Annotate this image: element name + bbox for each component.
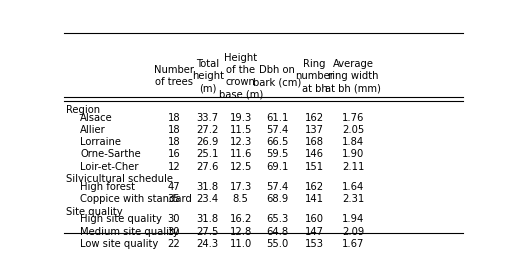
Text: 22: 22 xyxy=(168,239,180,249)
Text: 151: 151 xyxy=(305,161,324,171)
Text: 47: 47 xyxy=(168,182,180,192)
Text: 18: 18 xyxy=(168,137,180,147)
Text: 16.2: 16.2 xyxy=(230,214,252,224)
Text: 57.4: 57.4 xyxy=(266,182,288,192)
Text: 137: 137 xyxy=(305,125,324,135)
Text: High forest: High forest xyxy=(80,182,135,192)
Text: 168: 168 xyxy=(305,137,324,147)
Text: Alsace: Alsace xyxy=(80,113,113,123)
Text: Orne-Sarthe: Orne-Sarthe xyxy=(80,149,141,159)
Text: 65.3: 65.3 xyxy=(266,214,288,224)
Text: 162: 162 xyxy=(305,113,324,123)
Text: 24.3: 24.3 xyxy=(196,239,219,249)
Text: 146: 146 xyxy=(305,149,324,159)
Text: 11.5: 11.5 xyxy=(230,125,252,135)
Text: 27.6: 27.6 xyxy=(196,161,219,171)
Text: Silvicultural schedule: Silvicultural schedule xyxy=(66,174,173,184)
Text: 59.5: 59.5 xyxy=(266,149,288,159)
Text: Total
height
(m): Total height (m) xyxy=(192,59,224,94)
Text: 12.8: 12.8 xyxy=(230,226,252,236)
Text: Low site quality: Low site quality xyxy=(80,239,158,249)
Text: 55.0: 55.0 xyxy=(266,239,288,249)
Text: 1.64: 1.64 xyxy=(342,182,364,192)
Text: 12: 12 xyxy=(168,161,180,171)
Text: Allier: Allier xyxy=(80,125,106,135)
Text: Loir-et-Cher: Loir-et-Cher xyxy=(80,161,139,171)
Text: 1.67: 1.67 xyxy=(342,239,364,249)
Text: 11.0: 11.0 xyxy=(230,239,252,249)
Text: 30: 30 xyxy=(168,214,180,224)
Text: 18: 18 xyxy=(168,113,180,123)
Text: 16: 16 xyxy=(168,149,180,159)
Text: 69.1: 69.1 xyxy=(266,161,288,171)
Text: 18: 18 xyxy=(168,125,180,135)
Text: High site quality: High site quality xyxy=(80,214,162,224)
Text: 31.8: 31.8 xyxy=(196,214,219,224)
Text: Region: Region xyxy=(66,105,100,115)
Text: 2.05: 2.05 xyxy=(342,125,364,135)
Text: 61.1: 61.1 xyxy=(266,113,288,123)
Text: Medium site quality: Medium site quality xyxy=(80,226,179,236)
Text: 11.6: 11.6 xyxy=(230,149,252,159)
Text: Number
of trees: Number of trees xyxy=(154,65,194,87)
Text: 31.8: 31.8 xyxy=(196,182,219,192)
Text: 68.9: 68.9 xyxy=(266,194,288,204)
Text: 1.76: 1.76 xyxy=(342,113,364,123)
Text: Average
ring width
at bh (mm): Average ring width at bh (mm) xyxy=(325,59,381,94)
Text: 33.7: 33.7 xyxy=(196,113,219,123)
Text: Ring
number
at bh: Ring number at bh xyxy=(295,59,334,94)
Text: 17.3: 17.3 xyxy=(230,182,252,192)
Text: 1.84: 1.84 xyxy=(342,137,364,147)
Text: Dbh on
bark (cm): Dbh on bark (cm) xyxy=(253,65,302,87)
Text: 1.94: 1.94 xyxy=(342,214,364,224)
Text: 30: 30 xyxy=(168,226,180,236)
Text: 12.3: 12.3 xyxy=(230,137,252,147)
Text: 2.09: 2.09 xyxy=(342,226,364,236)
Text: Site quality: Site quality xyxy=(66,207,123,217)
Text: 1.90: 1.90 xyxy=(342,149,364,159)
Text: Lorraine: Lorraine xyxy=(80,137,121,147)
Text: 160: 160 xyxy=(305,214,324,224)
Text: 153: 153 xyxy=(305,239,324,249)
Text: 19.3: 19.3 xyxy=(230,113,252,123)
Text: 66.5: 66.5 xyxy=(266,137,288,147)
Text: 26.9: 26.9 xyxy=(196,137,219,147)
Text: 35: 35 xyxy=(168,194,180,204)
Text: 8.5: 8.5 xyxy=(233,194,249,204)
Text: 141: 141 xyxy=(305,194,324,204)
Text: 25.1: 25.1 xyxy=(196,149,219,159)
Text: Coppice with standard: Coppice with standard xyxy=(80,194,192,204)
Text: 27.2: 27.2 xyxy=(196,125,219,135)
Text: 147: 147 xyxy=(305,226,324,236)
Text: 2.11: 2.11 xyxy=(342,161,364,171)
Text: Height
of the
crown
base (m): Height of the crown base (m) xyxy=(218,53,263,100)
Text: 64.8: 64.8 xyxy=(266,226,288,236)
Text: 12.5: 12.5 xyxy=(230,161,252,171)
Text: 57.4: 57.4 xyxy=(266,125,288,135)
Text: 27.5: 27.5 xyxy=(196,226,219,236)
Text: 2.31: 2.31 xyxy=(342,194,364,204)
Text: 162: 162 xyxy=(305,182,324,192)
Text: 23.4: 23.4 xyxy=(196,194,219,204)
